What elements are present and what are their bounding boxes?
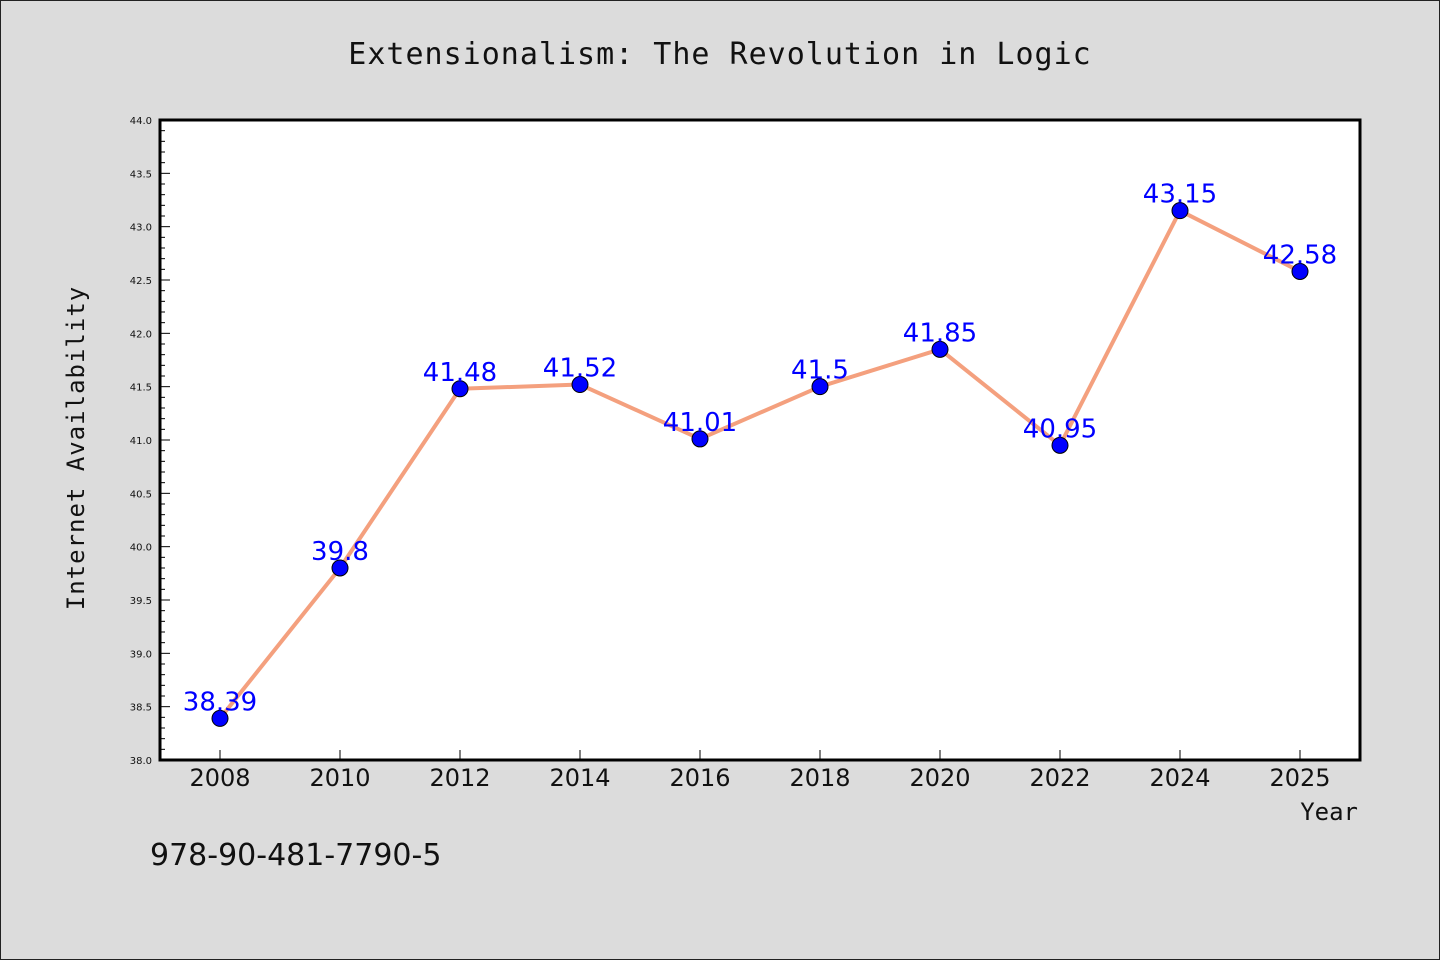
- y-tick-label: 41.5: [130, 383, 152, 394]
- data-point: [1171, 202, 1189, 220]
- x-tick-label: 2020: [909, 764, 970, 792]
- data-label: 41.52: [543, 354, 617, 384]
- isbn-text: 978-90-481-7790-5: [150, 838, 441, 873]
- series-group: 38.39 39.8 41.48 41.52 41.01 41.5 41.85 40.95 43…: [183, 180, 1337, 727]
- data-label: 38.39: [183, 687, 257, 717]
- data-label: 43.15: [1143, 180, 1217, 210]
- data-label: 41.85: [903, 318, 977, 348]
- x-tick-label: 2024: [1149, 764, 1210, 792]
- y-tick-label: 39.5: [130, 596, 152, 607]
- y-tick-label: 38.0: [130, 756, 152, 767]
- x-tick-label: 2025: [1269, 764, 1330, 792]
- x-tick-label: 2014: [549, 764, 610, 792]
- y-tick-label: 39.0: [130, 649, 152, 660]
- data-point: [211, 709, 229, 727]
- y-tick-label: 42.0: [130, 329, 152, 340]
- series-line: [218, 208, 1302, 721]
- data-label: 41.5: [791, 356, 849, 386]
- y-tick-label: 41.0: [130, 436, 152, 447]
- x-tick-label: 2016: [669, 764, 730, 792]
- x-tick-label: 2022: [1029, 764, 1090, 792]
- y-tick-label: 40.5: [130, 489, 152, 500]
- data-label: 41.48: [423, 358, 497, 388]
- y-axis-label: Internet Availability: [62, 286, 90, 610]
- y-tick-label: 43.0: [130, 223, 152, 234]
- data-point: [691, 430, 709, 448]
- data-label: 41.01: [663, 408, 737, 438]
- y-tick-label: 42.5: [130, 276, 152, 287]
- y-axis-ticks: 38.0 38.5 39.0 39.5 40.0 40.5 41.0 41.5 42.0 42.5…: [130, 116, 170, 767]
- data-label: 40.95: [1023, 414, 1097, 444]
- x-axis-label: Year: [1300, 798, 1358, 826]
- y-tick-label: 40.0: [130, 543, 152, 554]
- data-label: 39.8: [311, 537, 369, 567]
- x-tick-label: 2018: [789, 764, 850, 792]
- data-point: [1291, 262, 1309, 280]
- y-tick-label: 38.5: [130, 703, 152, 714]
- data-point: [451, 380, 469, 398]
- x-axis-ticks: 2008 2010 2012 2014 2016 2018 2020 2022 2024 2025: [189, 750, 1331, 792]
- y-tick-label: 44.0: [130, 116, 152, 127]
- plot-area: [158, 118, 1362, 762]
- y-tick-label: 43.5: [130, 169, 152, 180]
- x-tick-label: 2012: [429, 764, 490, 792]
- data-point: [571, 376, 589, 394]
- chart-title: Extensionalism: The Revolution in Logic: [348, 37, 1091, 72]
- data-point: [811, 378, 829, 396]
- data-label: 42.58: [1263, 240, 1337, 270]
- data-point: [931, 340, 949, 358]
- x-tick-label: 2008: [189, 764, 250, 792]
- data-point: [1051, 436, 1069, 454]
- data-point: [331, 559, 349, 577]
- x-tick-label: 2010: [309, 764, 370, 792]
